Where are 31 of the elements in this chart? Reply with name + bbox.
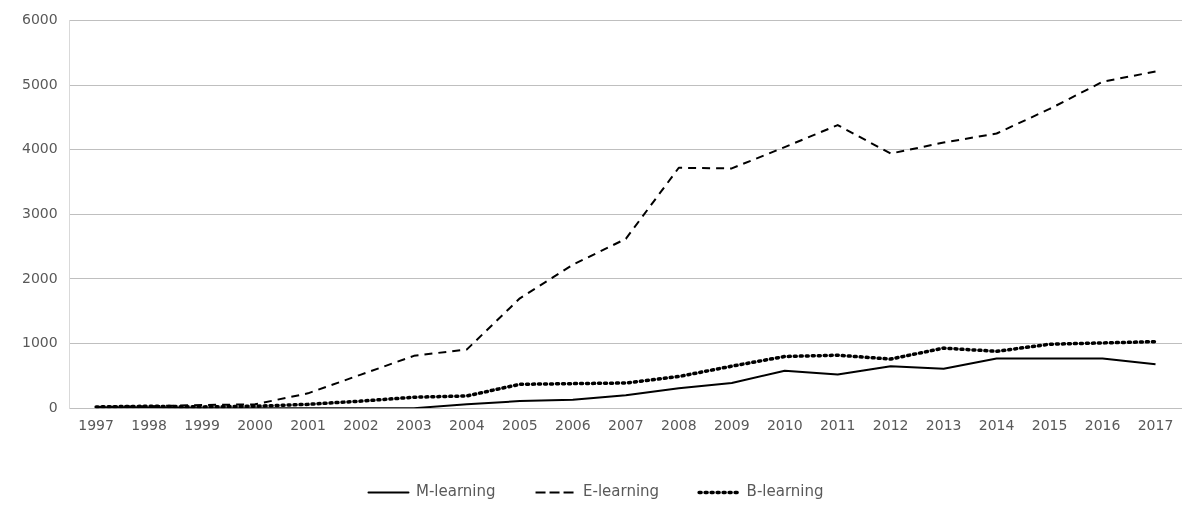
x-tick-label: 2009 bbox=[713, 417, 750, 434]
x-tick-label: 2011 bbox=[819, 417, 856, 434]
y-tick-label: 5000 bbox=[21, 75, 58, 92]
legend-label: B-learning bbox=[746, 482, 824, 501]
x-tick-label: 2013 bbox=[925, 417, 962, 434]
legend-label: M-learning bbox=[415, 482, 496, 501]
x-tick-label: 2016 bbox=[1084, 417, 1121, 434]
x-tick-label: 1999 bbox=[184, 417, 220, 434]
x-tick-label: 2001 bbox=[290, 417, 326, 434]
x-tick-label: 2017 bbox=[1137, 417, 1174, 434]
x-tick-label: 2012 bbox=[872, 417, 909, 434]
x-tick-label: 2000 bbox=[237, 417, 273, 434]
x-tick-label: 1998 bbox=[131, 417, 167, 434]
y-tick-label: 3000 bbox=[21, 204, 58, 221]
y-tick-label: 0 bbox=[48, 398, 58, 415]
x-tick-label: 1997 bbox=[78, 417, 114, 434]
x-tick-label: 2004 bbox=[449, 417, 485, 434]
x-tick-label: 2007 bbox=[607, 417, 644, 434]
x-tick-label: 2010 bbox=[766, 417, 803, 434]
y-tick-label: 6000 bbox=[21, 11, 58, 28]
x-tick-label: 2006 bbox=[555, 417, 591, 434]
x-tick-label: 2003 bbox=[396, 417, 432, 434]
x-tick-label: 2014 bbox=[978, 417, 1015, 434]
x-tick-label: 2002 bbox=[343, 417, 379, 434]
legend-label: E-learning bbox=[583, 482, 660, 501]
y-tick-label: 1000 bbox=[21, 334, 58, 351]
x-tick-label: 2008 bbox=[660, 417, 697, 434]
y-tick-label: 4000 bbox=[21, 140, 58, 157]
x-tick-label: 2015 bbox=[1031, 417, 1068, 434]
y-tick-label: 2000 bbox=[21, 269, 58, 286]
x-tick-label: 2005 bbox=[502, 417, 538, 434]
